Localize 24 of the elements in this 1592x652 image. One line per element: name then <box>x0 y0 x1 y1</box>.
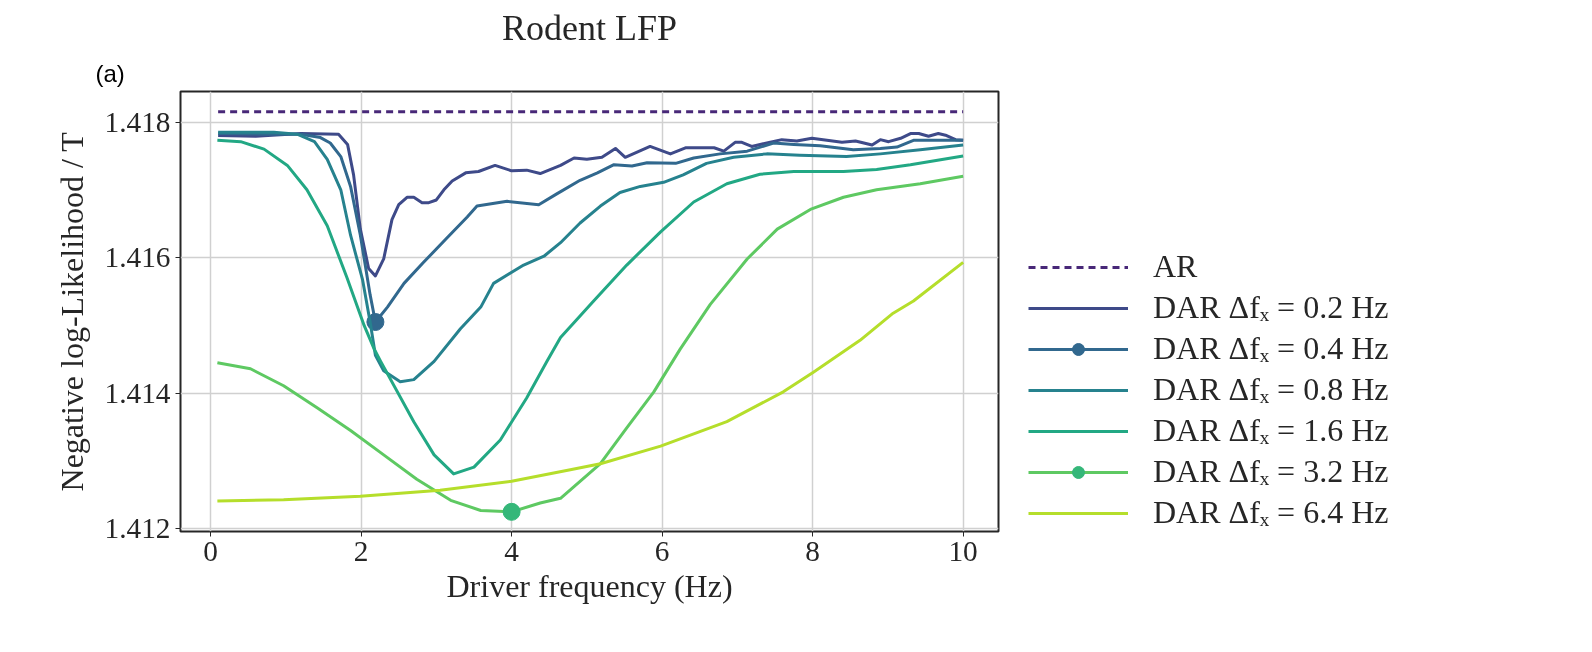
line-series <box>216 130 965 384</box>
chart-title: Rodent LFP <box>501 7 678 48</box>
legend-label: DAR Δfₓ = 3.2 Hz <box>1153 453 1389 490</box>
x-tick-label: 4 <box>504 534 520 567</box>
line-series <box>215 260 965 503</box>
text: (a) <box>95 59 125 87</box>
x-tick-label: 8 <box>805 534 820 567</box>
x-tick-label: 0 <box>203 534 218 567</box>
x-axis-title: Driver frequency (Hz) <box>446 567 733 604</box>
legend-label: AR <box>1153 248 1198 285</box>
y-tick-label: 1.412 <box>104 512 171 545</box>
legend-label: DAR Δfₓ = 0.8 Hz <box>1153 371 1389 408</box>
legend-label: DAR Δfₓ = 6.4 Hz <box>1153 494 1389 531</box>
legend-label: DAR Δfₓ = 1.6 Hz <box>1153 412 1389 449</box>
y-tick-label: 1.418 <box>104 105 171 138</box>
line-series <box>215 138 965 476</box>
x-tick-label: 10 <box>948 534 978 567</box>
legend-label: DAR Δfₓ = 0.2 Hz <box>1153 289 1389 326</box>
x-tick-label: 6 <box>654 534 670 567</box>
x-tick-label: 2 <box>353 534 369 567</box>
y-axis-title: Negative log-Likelihood / T <box>53 131 90 492</box>
legend-label: DAR Δfₓ = 0.4 Hz <box>1153 330 1389 367</box>
y-tick-label: 1.416 <box>104 241 171 274</box>
y-tick-label: 1.414 <box>104 376 171 409</box>
